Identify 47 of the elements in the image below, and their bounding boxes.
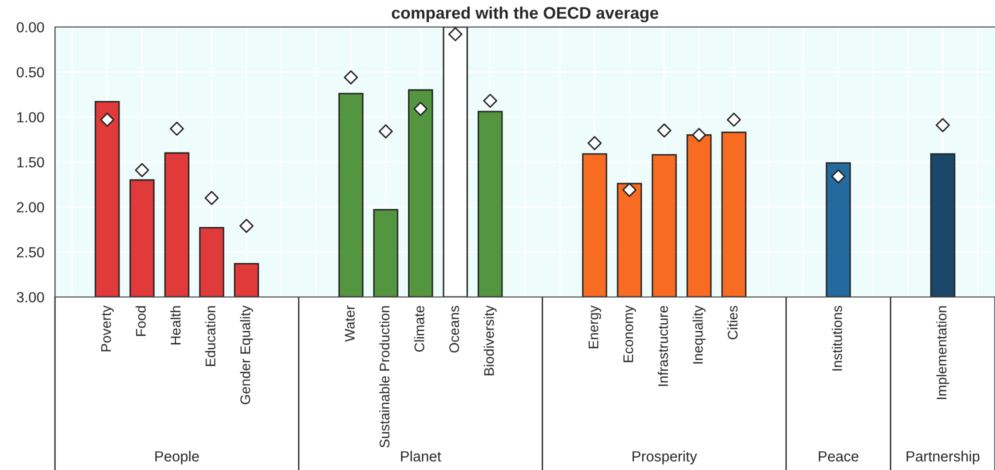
point — [588, 136, 602, 150]
x-tick-label: Inequality — [692, 305, 706, 364]
y-tick-label: 1.50 — [17, 157, 44, 168]
point — [100, 112, 114, 127]
x-tick-label: Health — [170, 306, 181, 344]
point — [239, 218, 254, 233]
point — [483, 94, 498, 108]
text: Planet — [401, 450, 442, 462]
y-tick-label: 0.00 — [16, 22, 44, 32]
x-tick-label: Water — [344, 306, 355, 342]
text: People — [155, 450, 199, 464]
point — [726, 112, 741, 127]
point — [413, 102, 428, 116]
y-tick-label: 0.50 — [16, 67, 44, 78]
y-tick-label: 2.50 — [16, 247, 44, 258]
chart-title: compared with the OECD average — [392, 6, 658, 22]
x-tick-label: Biodiversity — [484, 305, 497, 376]
text: Partnership — [906, 450, 980, 464]
point — [831, 169, 846, 184]
x-tick-label: Sustainable Production — [379, 306, 390, 448]
point — [204, 190, 219, 206]
x-tick-label: Education — [205, 306, 216, 366]
y-tick-label: 1.00 — [17, 112, 44, 122]
x-tick-label: Gender Equality — [240, 305, 253, 404]
x-tick-label: Institutions — [832, 306, 842, 370]
point — [134, 163, 150, 178]
point — [692, 128, 706, 142]
x-tick-label: Food — [136, 306, 146, 336]
x-tick-label: Poverty — [101, 305, 114, 352]
point — [622, 182, 637, 197]
x-tick-label: Oceans — [449, 306, 460, 353]
text: Peace — [818, 451, 858, 462]
point — [936, 118, 950, 132]
point — [344, 70, 358, 84]
point — [448, 27, 462, 42]
point — [378, 124, 393, 138]
point — [657, 123, 672, 138]
x-tick-label: Infrastructure — [658, 306, 668, 386]
point — [170, 122, 184, 136]
text: Prosperity — [632, 450, 698, 464]
x-tick-label: Implementation — [936, 306, 950, 399]
x-tick-label: Energy — [588, 305, 602, 348]
x-tick-label: Cities — [727, 306, 738, 340]
y-tick-label: 2.00 — [16, 202, 44, 212]
x-tick-label: Climate — [414, 306, 424, 352]
y-tick-label: 3.00 — [16, 292, 44, 302]
x-tick-label: Economy — [623, 305, 636, 362]
